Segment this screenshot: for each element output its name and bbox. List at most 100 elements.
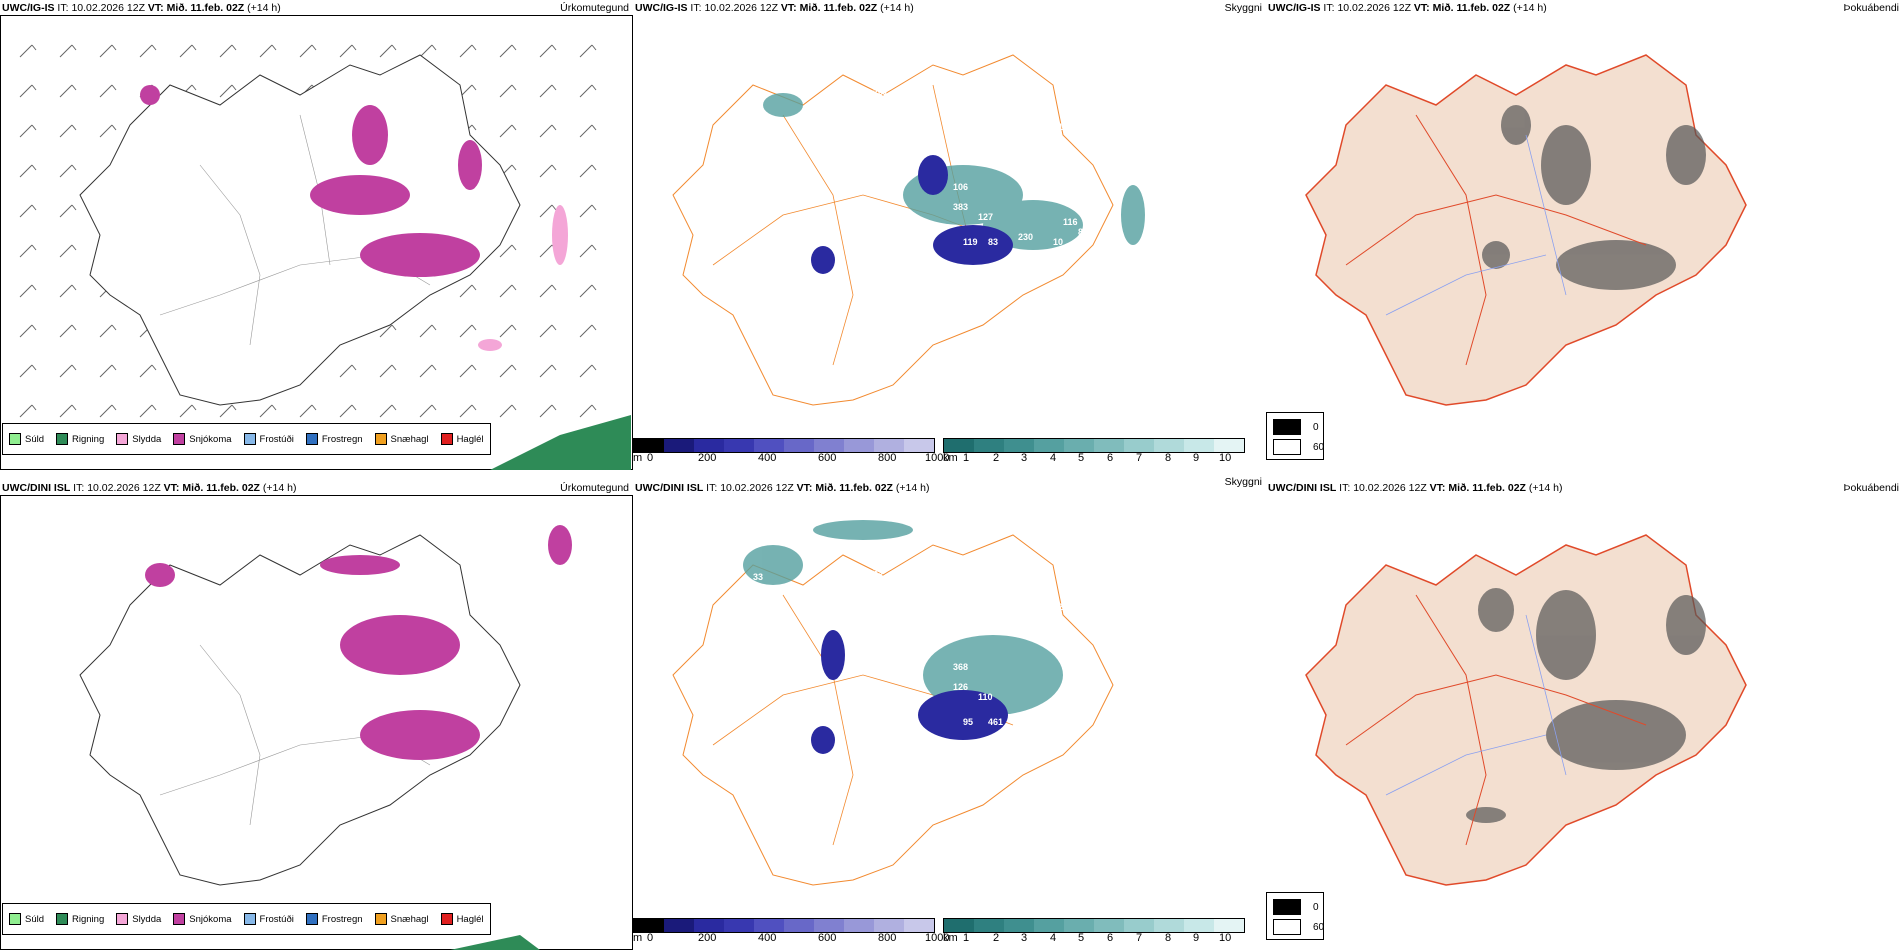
precip-legend: Súld Rigning Slydda Snjókoma Frostúði Frostre…: [2, 903, 491, 935]
wind-barb: [459, 284, 477, 298]
wind-barb: [139, 364, 157, 378]
wind-barb: [59, 164, 77, 178]
fog-legend-label: 0: [1313, 901, 1319, 913]
precip-legend-item: Súld: [9, 913, 44, 925]
colorbar-segment: [1124, 439, 1154, 452]
colorbar-tick: 2: [993, 932, 1000, 944]
precip-legend-item: Frostúði: [243, 913, 294, 925]
fog-legend-swatch-60: [1273, 919, 1301, 935]
fog-map: [1305, 54, 1747, 406]
colorbar-tick: 5: [1078, 932, 1085, 944]
precip-type-panel-top: UWC/IG-IS IT: 10.02.2026 12Z VT: Mið. 11…: [0, 0, 633, 470]
cloud-base-label: 421: [1003, 132, 1018, 142]
wind-barb: [339, 404, 357, 418]
colorbar-segment: [1154, 919, 1184, 932]
wind-barb: [59, 364, 77, 378]
wind-barb: [59, 284, 77, 298]
panel-type-label: Þokuábendi: [1843, 2, 1899, 14]
colorbar-tick: 200: [698, 932, 717, 944]
wind-barb: [59, 44, 77, 58]
colorbar-tick: 3: [1021, 452, 1028, 464]
wind-barb: [539, 164, 557, 178]
panel-title: UWC/IG-IS IT: 10.02.2026 12Z VT: Mið. 11…: [1268, 2, 1547, 14]
legend-swatch: [305, 433, 318, 445]
fog-panel-top: UWC/IG-IS IT: 10.02.2026 12Z VT: Mið. 11…: [1266, 0, 1899, 470]
colorbar-tick: 1: [963, 932, 970, 944]
colorbar-tick: 3: [1021, 932, 1028, 944]
wind-barb: [499, 124, 517, 138]
colorbar-tick: 0: [647, 932, 654, 944]
wind-barb: [579, 124, 597, 138]
legend-swatch: [173, 913, 186, 925]
colorbar-segment: [1184, 919, 1214, 932]
legend-swatch: [243, 433, 256, 445]
legend-label: Snjókoma: [189, 913, 232, 925]
wind-barb: [379, 364, 397, 378]
wind-barb: [459, 364, 477, 378]
cloud-base-label: 13: [893, 622, 903, 632]
wind-barb: [579, 84, 597, 98]
cloud-panel-bottom: UWC/DINI ISL IT: 10.02.2026 12Z VT: Mið.…: [633, 476, 1266, 950]
wind-barb: [419, 324, 437, 338]
wind-barb: [99, 84, 117, 98]
legend-swatch: [116, 913, 129, 925]
colorbar-segment: [754, 439, 784, 452]
precip-legend-item: Snjókoma: [173, 433, 232, 445]
legend-swatch: [243, 913, 256, 925]
cloud-base-label: 218: [1063, 697, 1078, 707]
colorbar-segment: [814, 439, 844, 452]
cloud-base-label: 73: [858, 152, 868, 162]
fog-legend: 0 60: [1266, 412, 1324, 460]
colorbar-segment: [904, 439, 934, 452]
cloud-base-label: 106: [953, 182, 968, 192]
colorbar-unit: km: [943, 932, 958, 944]
panel-title: UWC/DINI ISL IT: 10.02.2026 12Z VT: Mið.…: [1268, 482, 1563, 494]
fog-legend-label: 60: [1313, 441, 1325, 453]
wind-barb: [59, 124, 77, 138]
legend-label: Rigning: [72, 913, 105, 925]
precip-legend-item: Frostregn: [305, 913, 363, 925]
colorbar-segment: [974, 919, 1004, 932]
cloud-base-label: 318: [1053, 122, 1068, 132]
legend-label: Snæhagl: [390, 913, 429, 925]
cloud-base-label: 116: [1063, 217, 1078, 227]
cloud-base-label: 376: [1043, 622, 1058, 632]
precip-type-panel-bottom: UWC/DINI ISL IT: 10.02.2026 12Z VT: Mið.…: [0, 480, 633, 950]
colorbar-segment: [754, 919, 784, 932]
colorbar-segment: [844, 919, 874, 932]
legend-swatch: [116, 433, 129, 445]
wind-barb: [539, 44, 557, 58]
panel-title: UWC/IG-IS IT: 10.02.2026 12Z VT: Mið. 11…: [635, 2, 914, 14]
colorbar-segment: [844, 439, 874, 452]
fog-legend-label: 0: [1313, 421, 1319, 433]
wind-barb: [459, 404, 477, 418]
wind-barb: [379, 44, 397, 58]
colorbar-tick: 5: [1078, 452, 1085, 464]
wind-barb: [339, 44, 357, 58]
legend-label: Slydda: [132, 913, 162, 925]
wind-barb: [579, 324, 597, 338]
wind-barb: [339, 364, 357, 378]
colorbar-segment: [634, 439, 664, 452]
colorbar-unit: m: [633, 932, 643, 944]
colorbar-tick: 4: [1050, 932, 1057, 944]
cloud-base-label: 10: [1053, 237, 1063, 247]
cloud-base-label: 15: [1073, 192, 1083, 202]
colorbar-segment: [724, 919, 754, 932]
colorbar-segment: [1214, 439, 1244, 452]
panel-type-label: Úrkomutegund: [560, 482, 629, 494]
legend-label: Slydda: [132, 433, 162, 445]
fog-panel-bottom: UWC/DINI ISL IT: 10.02.2026 12Z VT: Mið.…: [1266, 480, 1899, 950]
colorbar-tick: 8: [1165, 932, 1172, 944]
legend-label: Rigning: [72, 433, 105, 445]
precip-legend-item: Slydda: [116, 913, 161, 925]
wind-barb: [579, 164, 597, 178]
cloud-base-label: 202: [1013, 597, 1028, 607]
wind-barb: [299, 44, 317, 58]
colorbar-segment: [944, 439, 974, 452]
wind-barb: [499, 244, 517, 258]
fog-map: [1305, 534, 1747, 886]
cloud-base-label: 34: [753, 92, 763, 102]
wind-barb: [379, 324, 397, 338]
panel-title: UWC/DINI ISL IT: 10.02.2026 12Z VT: Mið.…: [2, 482, 297, 494]
